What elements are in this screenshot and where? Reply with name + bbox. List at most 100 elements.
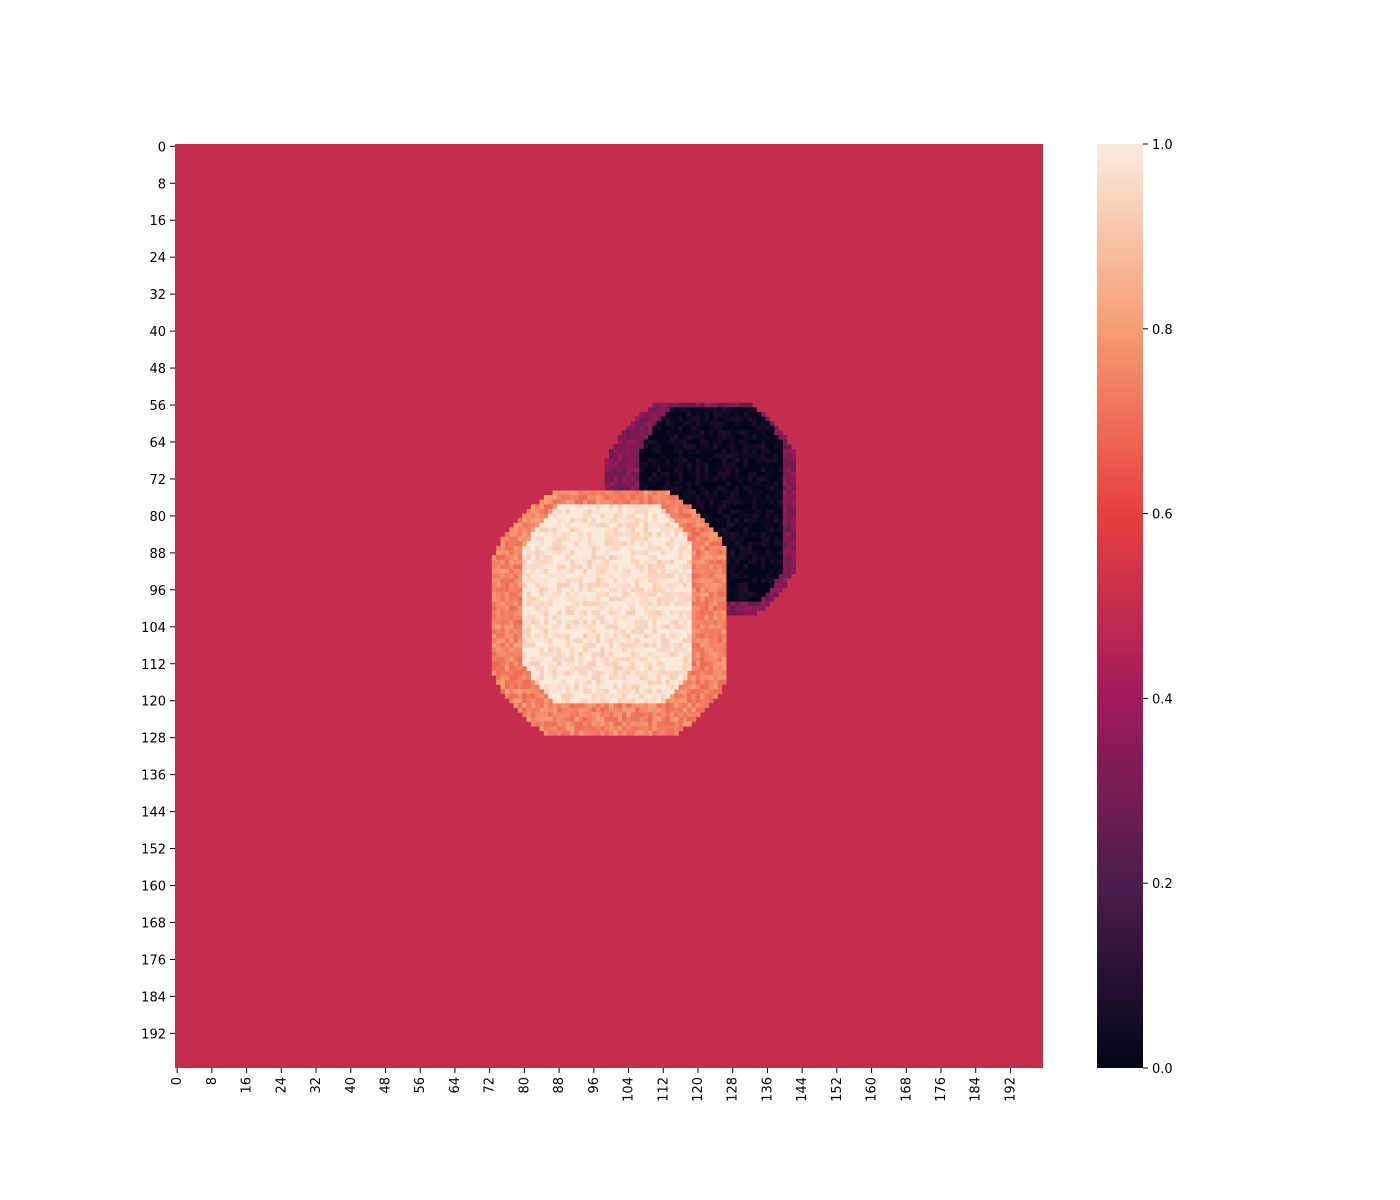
heatmap-cell	[708, 652, 714, 658]
heatmap-cell	[691, 485, 697, 491]
heatmap-cell	[721, 541, 727, 547]
heatmap-cell	[782, 573, 788, 579]
heatmap-cell	[743, 499, 749, 505]
heatmap-cell	[721, 458, 727, 464]
heatmap-cell	[678, 402, 684, 408]
heatmap-cell	[786, 499, 792, 505]
heatmap-cell	[517, 615, 523, 621]
heatmap-cell	[769, 444, 775, 450]
heatmap-cell	[509, 642, 514, 648]
heatmap-cell	[782, 472, 788, 477]
heatmap-cell	[517, 610, 523, 616]
heatmap-cell	[687, 476, 692, 482]
heatmap-cell	[739, 485, 744, 491]
heatmap-cell	[630, 476, 636, 482]
heatmap-cell	[704, 601, 710, 607]
heatmap-cell	[617, 472, 623, 477]
heatmap-cell	[504, 596, 510, 602]
heatmap-cell	[504, 578, 510, 584]
heatmap-cell	[734, 499, 740, 505]
heatmap-cell	[708, 559, 714, 565]
heatmap-cell	[786, 508, 792, 514]
heatmap-cell	[674, 476, 679, 482]
heatmap-cell	[721, 587, 727, 593]
heatmap-cell	[752, 425, 757, 431]
heatmap-cell	[739, 564, 744, 570]
heatmap-cell	[739, 504, 744, 510]
heatmap-cell	[491, 578, 497, 584]
heatmap-cell	[687, 481, 692, 487]
heatmap-cell	[635, 435, 640, 440]
heatmap-cell	[721, 518, 727, 524]
heatmap-cell	[717, 481, 723, 487]
heatmap-cell	[687, 448, 692, 454]
heatmap-cell	[704, 578, 710, 584]
heatmap-cell	[665, 508, 671, 514]
heatmap-cell	[687, 532, 692, 537]
heatmap-cell	[695, 411, 701, 417]
heatmap-cell	[773, 564, 779, 570]
heatmap-cell	[769, 555, 775, 561]
heatmap-cell	[726, 476, 731, 482]
heatmap-cell	[695, 508, 701, 514]
heatmap-cell	[773, 495, 779, 501]
heatmap-cell	[782, 564, 788, 570]
heatmap-cell	[600, 495, 605, 501]
heatmap-cell	[626, 435, 631, 440]
heatmap-cell	[721, 439, 727, 445]
heatmap-cell	[665, 490, 671, 496]
heatmap-cell	[687, 458, 692, 464]
heatmap-cell	[635, 425, 640, 431]
heatmap-cell	[661, 499, 666, 505]
heatmap-cell	[704, 407, 710, 413]
heatmap-cell	[630, 467, 636, 473]
heatmap-cell	[765, 573, 770, 579]
heatmap-cell	[674, 472, 679, 477]
heatmap-cell	[747, 439, 753, 445]
heatmap-cell	[687, 453, 692, 459]
heatmap-cell	[695, 467, 701, 473]
heatmap-cell	[656, 448, 662, 454]
heatmap-cell	[743, 481, 749, 487]
heatmap-cell	[778, 578, 783, 584]
heatmap-cell	[769, 499, 775, 505]
heatmap-cell	[734, 573, 740, 579]
heatmap-cell	[500, 652, 506, 658]
heatmap-cell	[756, 518, 762, 524]
heatmap-cell	[539, 504, 545, 510]
heatmap-cell	[691, 453, 697, 459]
heatmap-cell	[491, 638, 497, 644]
heatmap-cell	[535, 522, 540, 528]
heatmap-cell	[713, 508, 718, 514]
heatmap-cell	[517, 629, 523, 635]
heatmap-cell	[730, 532, 736, 537]
heatmap-cell	[708, 508, 714, 514]
heatmap-cell	[782, 435, 788, 440]
heatmap-cell	[721, 601, 727, 607]
heatmap-cell	[635, 499, 640, 505]
heatmap-cell	[496, 610, 501, 616]
heatmap-cell	[496, 656, 501, 662]
heatmap-cell	[504, 647, 510, 653]
heatmap-cell	[552, 499, 558, 505]
heatmap-cell	[691, 499, 697, 505]
heatmap-cell	[730, 569, 736, 574]
heatmap-cell	[678, 435, 684, 440]
heatmap-cell	[669, 407, 675, 413]
heatmap-cell	[786, 527, 792, 533]
heatmap-cell	[530, 527, 536, 533]
heatmap-cell	[691, 573, 697, 579]
heatmap-cell	[643, 411, 649, 417]
heatmap-cell	[691, 444, 697, 450]
heatmap-cell	[504, 601, 510, 607]
heatmap-cell	[726, 411, 731, 417]
heatmap-cell	[509, 615, 514, 621]
heatmap-cell	[756, 573, 762, 579]
heatmap-cell	[622, 453, 627, 459]
heatmap-cell	[786, 472, 792, 477]
heatmap-cell	[661, 439, 666, 445]
heatmap-cell	[700, 425, 705, 431]
heatmap-cell	[513, 633, 519, 639]
heatmap-cell	[730, 592, 736, 598]
heatmap-cell	[778, 545, 783, 551]
